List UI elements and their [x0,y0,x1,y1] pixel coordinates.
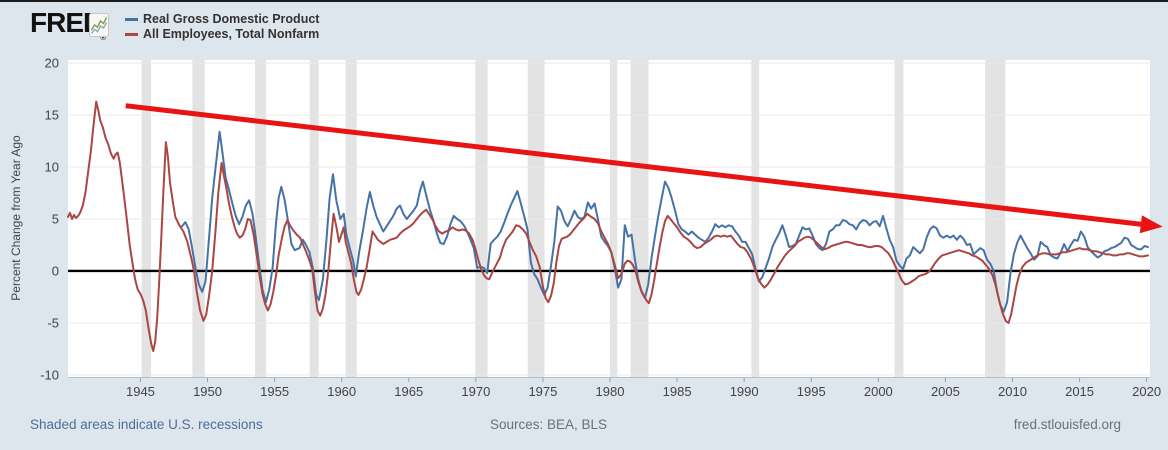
y-tick-label: 5 [52,212,59,227]
x-tick-label: 1970 [461,384,490,399]
x-tick-label: 1960 [327,384,356,399]
recession-band [255,60,267,377]
x-tick-label: 1950 [193,384,222,399]
y-tick-label: 10 [45,160,59,175]
y-tick-label: -10 [40,367,59,382]
gdp-line-swatch [125,17,138,21]
x-tick-label: 2000 [864,384,893,399]
recession-band [141,60,152,377]
y-tick-label: 0 [52,263,59,278]
x-tick-label: 2020 [1132,384,1161,399]
recession-band [527,60,545,377]
legend-item-payems[interactable]: All Employees, Total Nonfarm [125,27,319,41]
y-tick-label: -5 [47,315,59,330]
payems-line [67,100,1149,352]
x-tick-label: 1955 [260,384,289,399]
recession-band [475,60,488,377]
legend-item-gdp[interactable]: Real Gross Domestic Product [125,12,319,26]
x-tick-label: 1995 [797,384,826,399]
recession-band [751,60,760,377]
recession-band [345,60,357,377]
recession-band [894,60,904,377]
x-tick-label: 1990 [730,384,759,399]
x-tick-label: 1980 [596,384,625,399]
x-tick-label: 1965 [394,384,423,399]
legend-label-payems: All Employees, Total Nonfarm [143,27,320,41]
fred-site-link[interactable]: fred.stlouisfed.org [1013,417,1121,432]
x-tick-label: 2015 [1065,384,1094,399]
y-tick-label: 15 [45,108,59,123]
recession-band [985,60,1006,377]
chart-legend: Real Gross Domestic Product All Employee… [125,12,319,42]
recession-band [309,60,319,377]
recession-band [192,60,205,377]
x-tick-label: 1975 [528,384,557,399]
trend-arrow-head [1139,215,1163,234]
recession-band [610,60,618,377]
x-tick-label: 1985 [663,384,692,399]
recession-band [630,60,649,377]
x-tick-label: 2005 [931,384,960,399]
registered-trademark-symbol: ® [100,33,107,42]
x-tick-label: 1945 [126,384,155,399]
sparkline-chart-icon [89,13,109,37]
trend-arrow-shaft [125,103,1142,227]
x-tick-label: 2010 [998,384,1027,399]
payems-line-swatch [125,32,138,36]
sources-label: Sources: BEA, BLS [490,417,608,432]
legend-label-gdp: Real Gross Domestic Product [143,12,320,26]
recession-note-link[interactable]: Shaded areas indicate U.S. recessions [30,417,263,432]
gdp-line [181,130,1149,313]
y-tick-label: 20 [45,56,59,71]
